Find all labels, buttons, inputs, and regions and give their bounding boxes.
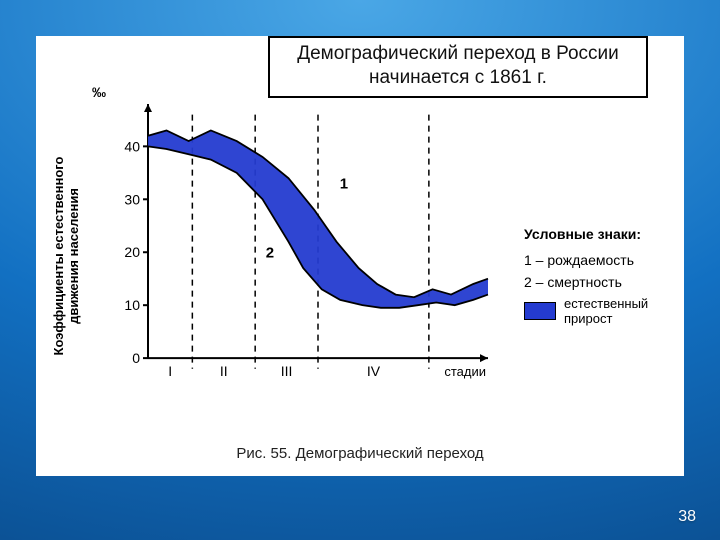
legend-title: Условные знаки:	[524, 226, 674, 242]
legend-item-birth: 1 – рождаемость	[524, 252, 674, 268]
svg-text:стадии: стадии	[444, 364, 486, 379]
chart-svg: 010203040IIIIIIIVстадии12	[116, 96, 496, 406]
header-line1: Демографический переход в России	[297, 43, 619, 64]
svg-text:30: 30	[124, 191, 140, 207]
svg-text:IV: IV	[367, 363, 381, 379]
header-box: Демографический переход в России начинае…	[268, 36, 648, 98]
svg-text:20: 20	[124, 244, 140, 260]
svg-text:1: 1	[340, 176, 348, 193]
legend-swatch	[524, 302, 556, 320]
header-line2: начинается с 1861 г.	[369, 67, 547, 88]
svg-text:II: II	[220, 363, 228, 379]
y-unit-label: ‰	[92, 84, 106, 100]
svg-text:10: 10	[124, 297, 140, 313]
slide-number: 38	[678, 508, 696, 526]
legend: Условные знаки: 1 – рождаемость 2 – смер…	[524, 226, 674, 326]
figure-panel: Демографический переход в России начинае…	[36, 36, 684, 476]
svg-text:I: I	[168, 363, 172, 379]
y-axis-label: Коэффициенты естественного движения насе…	[51, 157, 81, 356]
legend-item-fill: естественный прирост	[524, 296, 674, 326]
chart-area: 010203040IIIIIIIVстадии12	[116, 96, 496, 406]
svg-text:40: 40	[124, 138, 140, 154]
figure-caption: Рис. 55. Демографический переход	[36, 445, 684, 462]
legend-swatch-text: естественный прирост	[564, 296, 648, 326]
legend-item-death: 2 – смертность	[524, 274, 674, 290]
svg-text:0: 0	[132, 350, 140, 366]
svg-text:III: III	[281, 363, 293, 379]
svg-text:2: 2	[266, 245, 274, 262]
